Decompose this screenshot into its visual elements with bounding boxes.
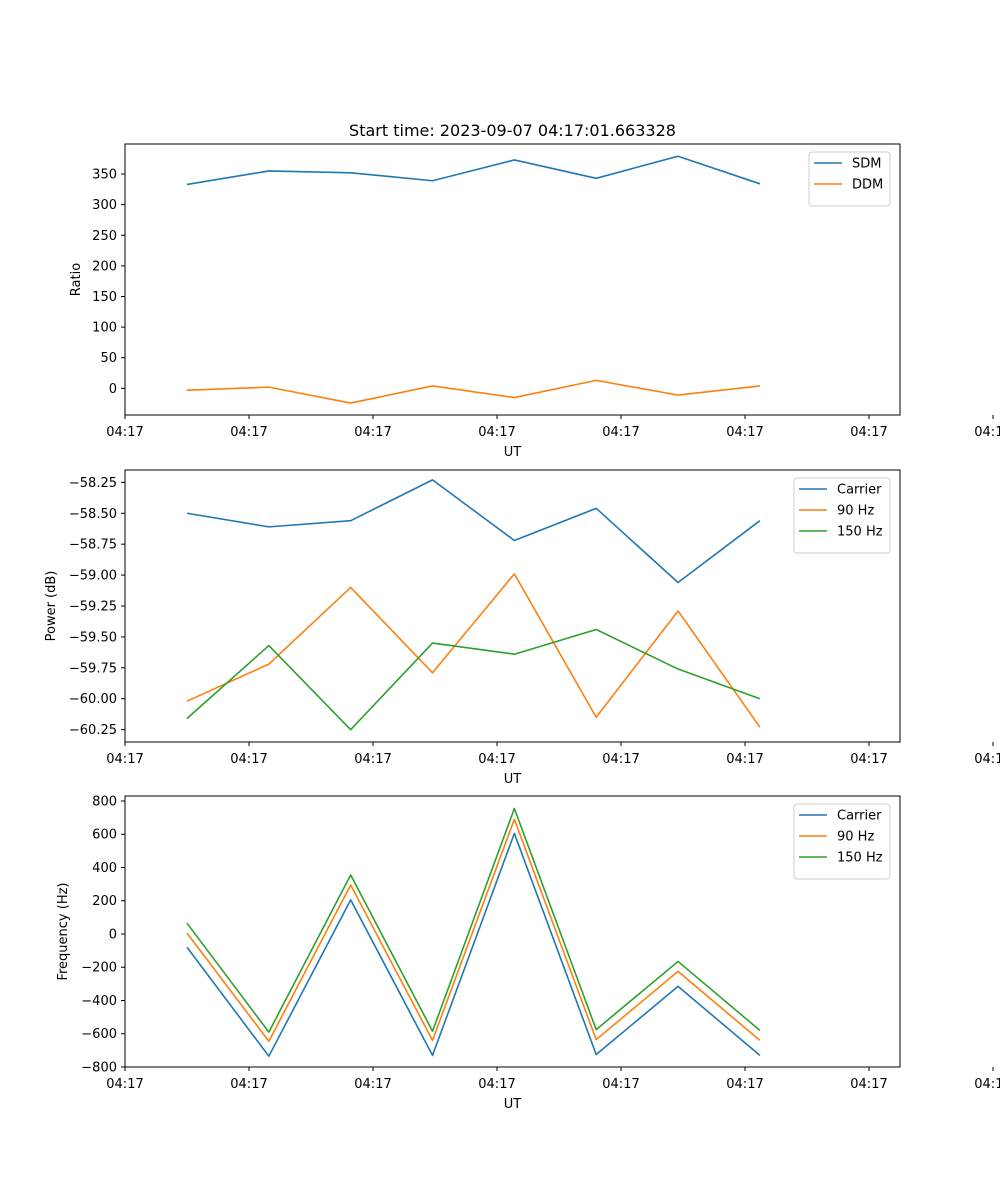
x-tick-label: 04:17 [354, 425, 391, 440]
x-tick-label: 04:18 [974, 752, 1000, 767]
series-line [186, 155, 761, 186]
y-tick-label: 300 [92, 198, 117, 213]
legend [793, 803, 891, 880]
y-tick-label: −59.75 [69, 661, 117, 676]
legend [808, 151, 891, 207]
y-tick-label: −58.25 [69, 476, 117, 491]
plot-frame [124, 143, 901, 416]
y-tick-label: −600 [81, 1027, 117, 1042]
legend-label: 90 Hz [837, 830, 874, 845]
x-tick-label: 04:17 [726, 1077, 763, 1092]
y-tick-label: −200 [81, 961, 117, 976]
series-line [186, 379, 760, 404]
x-tick-label: 04:17 [354, 1077, 391, 1092]
y-tick-label: 350 [92, 168, 117, 183]
y-tick-label: 600 [92, 828, 117, 843]
legend-label: 150 Hz [837, 851, 883, 866]
x-tick-label: 04:17 [106, 425, 143, 440]
x-tick-label: 04:17 [850, 752, 887, 767]
x-tick-label: 04:17 [602, 425, 639, 440]
x-tick-label: 04:17 [478, 1077, 515, 1092]
x-tick-label: 04:17 [230, 752, 267, 767]
power-panel: −58.25 −58.50 −58.75 −59.00 −59.25 −59.50 −59.… [44, 469, 1000, 787]
legend-label: Carrier [837, 809, 882, 824]
y-tick-label: 250 [92, 229, 117, 244]
series-line [186, 573, 761, 728]
y-axis-label: Power (dB) [44, 571, 59, 642]
x-tick-label: 04:18 [974, 425, 1000, 440]
y-tick-label: −800 [81, 1061, 117, 1076]
y-tick-label: −59.50 [69, 630, 117, 645]
y-tick-label: 200 [92, 894, 117, 909]
y-tick-label: 0 [109, 382, 117, 397]
y-tick-label: −60.25 [69, 723, 117, 738]
ratio-panel: 0 50 100 150 200 250 300 350 04:17 04:17 04:17 04:1… [69, 143, 1000, 460]
x-tick-label: 04:17 [726, 752, 763, 767]
legend-label: 90 Hz [837, 504, 874, 519]
legend-label: 150 Hz [837, 525, 883, 540]
legend [793, 477, 891, 554]
x-tick-label: 04:17 [602, 1077, 639, 1092]
y-axis-label: Ratio [69, 263, 84, 296]
x-tick-label: 04:18 [974, 1077, 1000, 1092]
series-line [186, 818, 761, 1043]
x-tick-label: 04:17 [850, 425, 887, 440]
x-tick-label: 04:17 [850, 1077, 887, 1092]
y-tick-label: −58.75 [69, 538, 117, 553]
x-tick-label: 04:17 [106, 1077, 143, 1092]
y-tick-label: −58.50 [69, 507, 117, 522]
x-axis-label: UT [504, 445, 522, 460]
y-tick-label: 150 [92, 290, 117, 305]
series-line [186, 832, 761, 1057]
x-tick-label: 04:17 [106, 752, 143, 767]
y-axis-label: Frequency (Hz) [56, 882, 71, 980]
x-axis-label: UT [504, 1097, 522, 1112]
x-tick-label: 04:17 [478, 752, 515, 767]
x-tick-label: 04:17 [478, 425, 515, 440]
legend-label: SDM [852, 157, 881, 172]
legend-label: DDM [852, 178, 883, 193]
y-tick-label: 0 [109, 927, 117, 942]
series-line [186, 479, 761, 584]
y-tick-label: 800 [92, 794, 117, 809]
x-tick-label: 04:17 [230, 425, 267, 440]
series-line [186, 628, 761, 731]
y-tick-label: −59.00 [69, 569, 117, 584]
y-tick-label: 400 [92, 861, 117, 876]
x-tick-label: 04:17 [726, 425, 763, 440]
y-tick-label: −400 [81, 994, 117, 1009]
y-tick-label: 200 [92, 259, 117, 274]
chart-title: Start time: 2023-09-07 04:17:01.663328 [349, 121, 676, 140]
y-tick-label: −60.00 [69, 692, 117, 707]
plot-frame [124, 469, 901, 743]
y-tick-label: 100 [92, 321, 117, 336]
legend-label: Carrier [837, 483, 882, 498]
plot-frame [124, 795, 901, 1068]
x-tick-label: 04:17 [230, 1077, 267, 1092]
x-tick-label: 04:17 [602, 752, 639, 767]
y-tick-label: −59.25 [69, 600, 117, 615]
x-axis-label: UT [504, 772, 522, 787]
x-tick-label: 04:17 [354, 752, 391, 767]
y-tick-label: 50 [100, 351, 117, 366]
series-line [186, 807, 761, 1033]
